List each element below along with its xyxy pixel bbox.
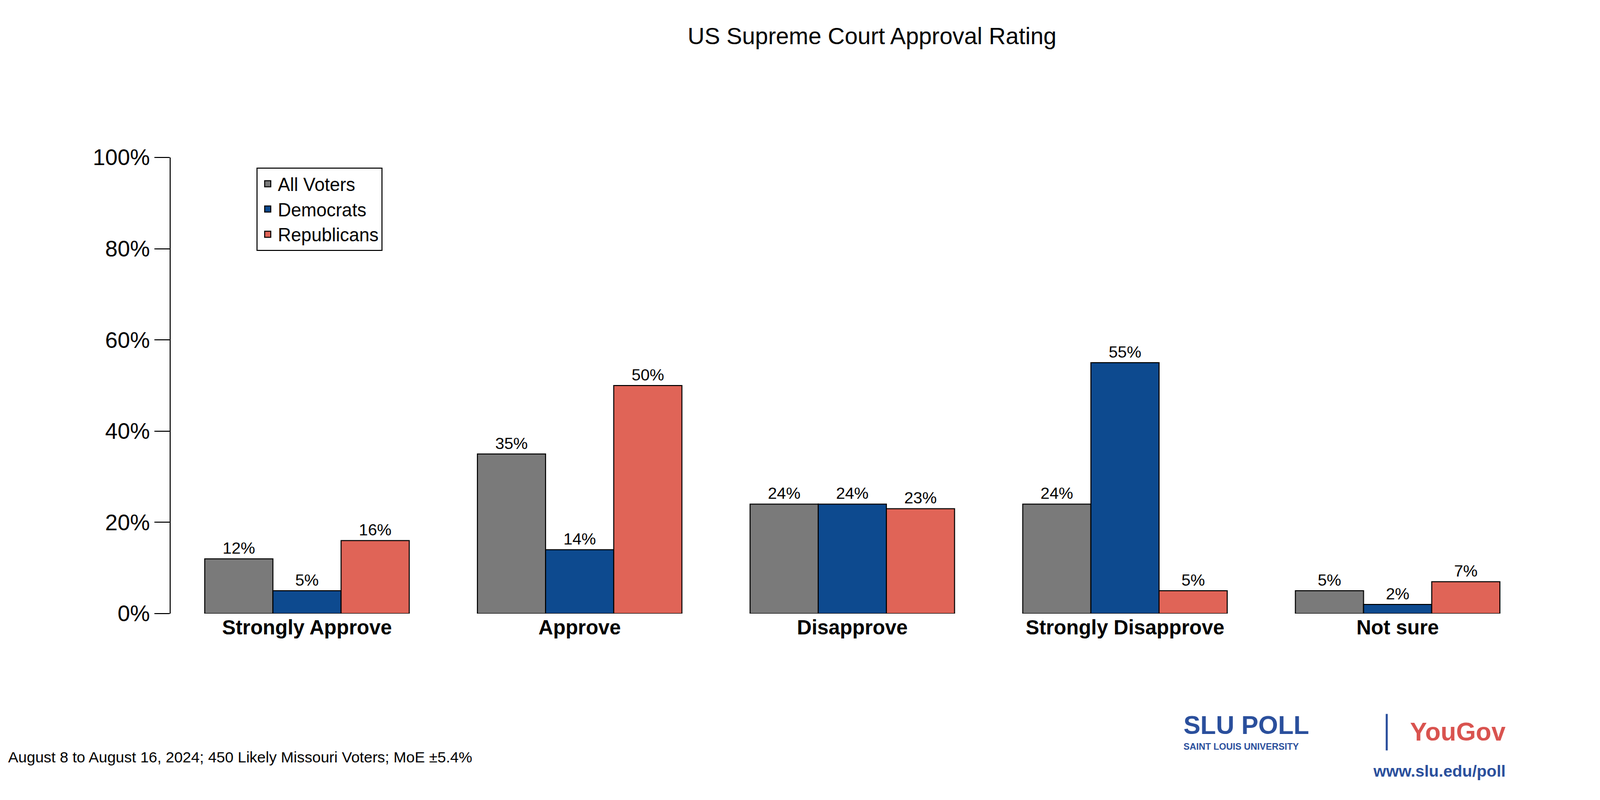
svg-text:Strongly Approve: Strongly Approve <box>221 616 392 639</box>
svg-text:5%: 5% <box>1181 570 1205 590</box>
svg-text:Not sure: Not sure <box>1356 616 1439 639</box>
svg-text:50%: 50% <box>631 365 664 384</box>
svg-text:SAINT LOUIS UNIVERSITY: SAINT LOUIS UNIVERSITY <box>1183 741 1299 752</box>
svg-text:12%: 12% <box>222 538 255 558</box>
svg-text:20%: 20% <box>105 509 150 535</box>
svg-text:24%: 24% <box>1040 484 1074 503</box>
svg-text:0%: 0% <box>117 600 151 626</box>
svg-text:24%: 24% <box>836 484 869 503</box>
svg-text:16%: 16% <box>359 520 392 539</box>
svg-text:5%: 5% <box>295 570 319 590</box>
svg-text:Approve: Approve <box>538 616 621 639</box>
svg-text:35%: 35% <box>495 434 528 453</box>
svg-text:www.slu.edu/poll: www.slu.edu/poll <box>1372 761 1506 781</box>
svg-text:2%: 2% <box>1385 584 1410 603</box>
svg-text:August 8 to August 16, 2024; 4: August 8 to August 16, 2024; 450 Likely … <box>8 748 473 766</box>
svg-text:Republicans: Republicans <box>277 224 379 246</box>
svg-text:55%: 55% <box>1108 342 1142 362</box>
svg-text:23%: 23% <box>904 488 937 507</box>
svg-text:24%: 24% <box>768 484 801 503</box>
svg-text:Strongly Disapprove: Strongly Disapprove <box>1025 616 1225 639</box>
svg-text:All Voters: All Voters <box>277 174 356 196</box>
svg-text:40%: 40% <box>105 418 150 444</box>
svg-text:SLU POLL: SLU POLL <box>1183 711 1309 740</box>
svg-text:100%: 100% <box>92 144 151 170</box>
svg-text:5%: 5% <box>1317 570 1341 590</box>
svg-text:US Supreme Court Approval Rati: US Supreme Court Approval Rating <box>687 22 1057 50</box>
svg-text:14%: 14% <box>563 529 596 549</box>
svg-text:Democrats: Democrats <box>277 199 367 220</box>
svg-text:7%: 7% <box>1454 561 1478 581</box>
svg-text:YouGov: YouGov <box>1410 717 1506 747</box>
svg-text:60%: 60% <box>105 327 150 353</box>
svg-text:Disapprove: Disapprove <box>796 616 908 639</box>
svg-text:80%: 80% <box>105 236 150 262</box>
